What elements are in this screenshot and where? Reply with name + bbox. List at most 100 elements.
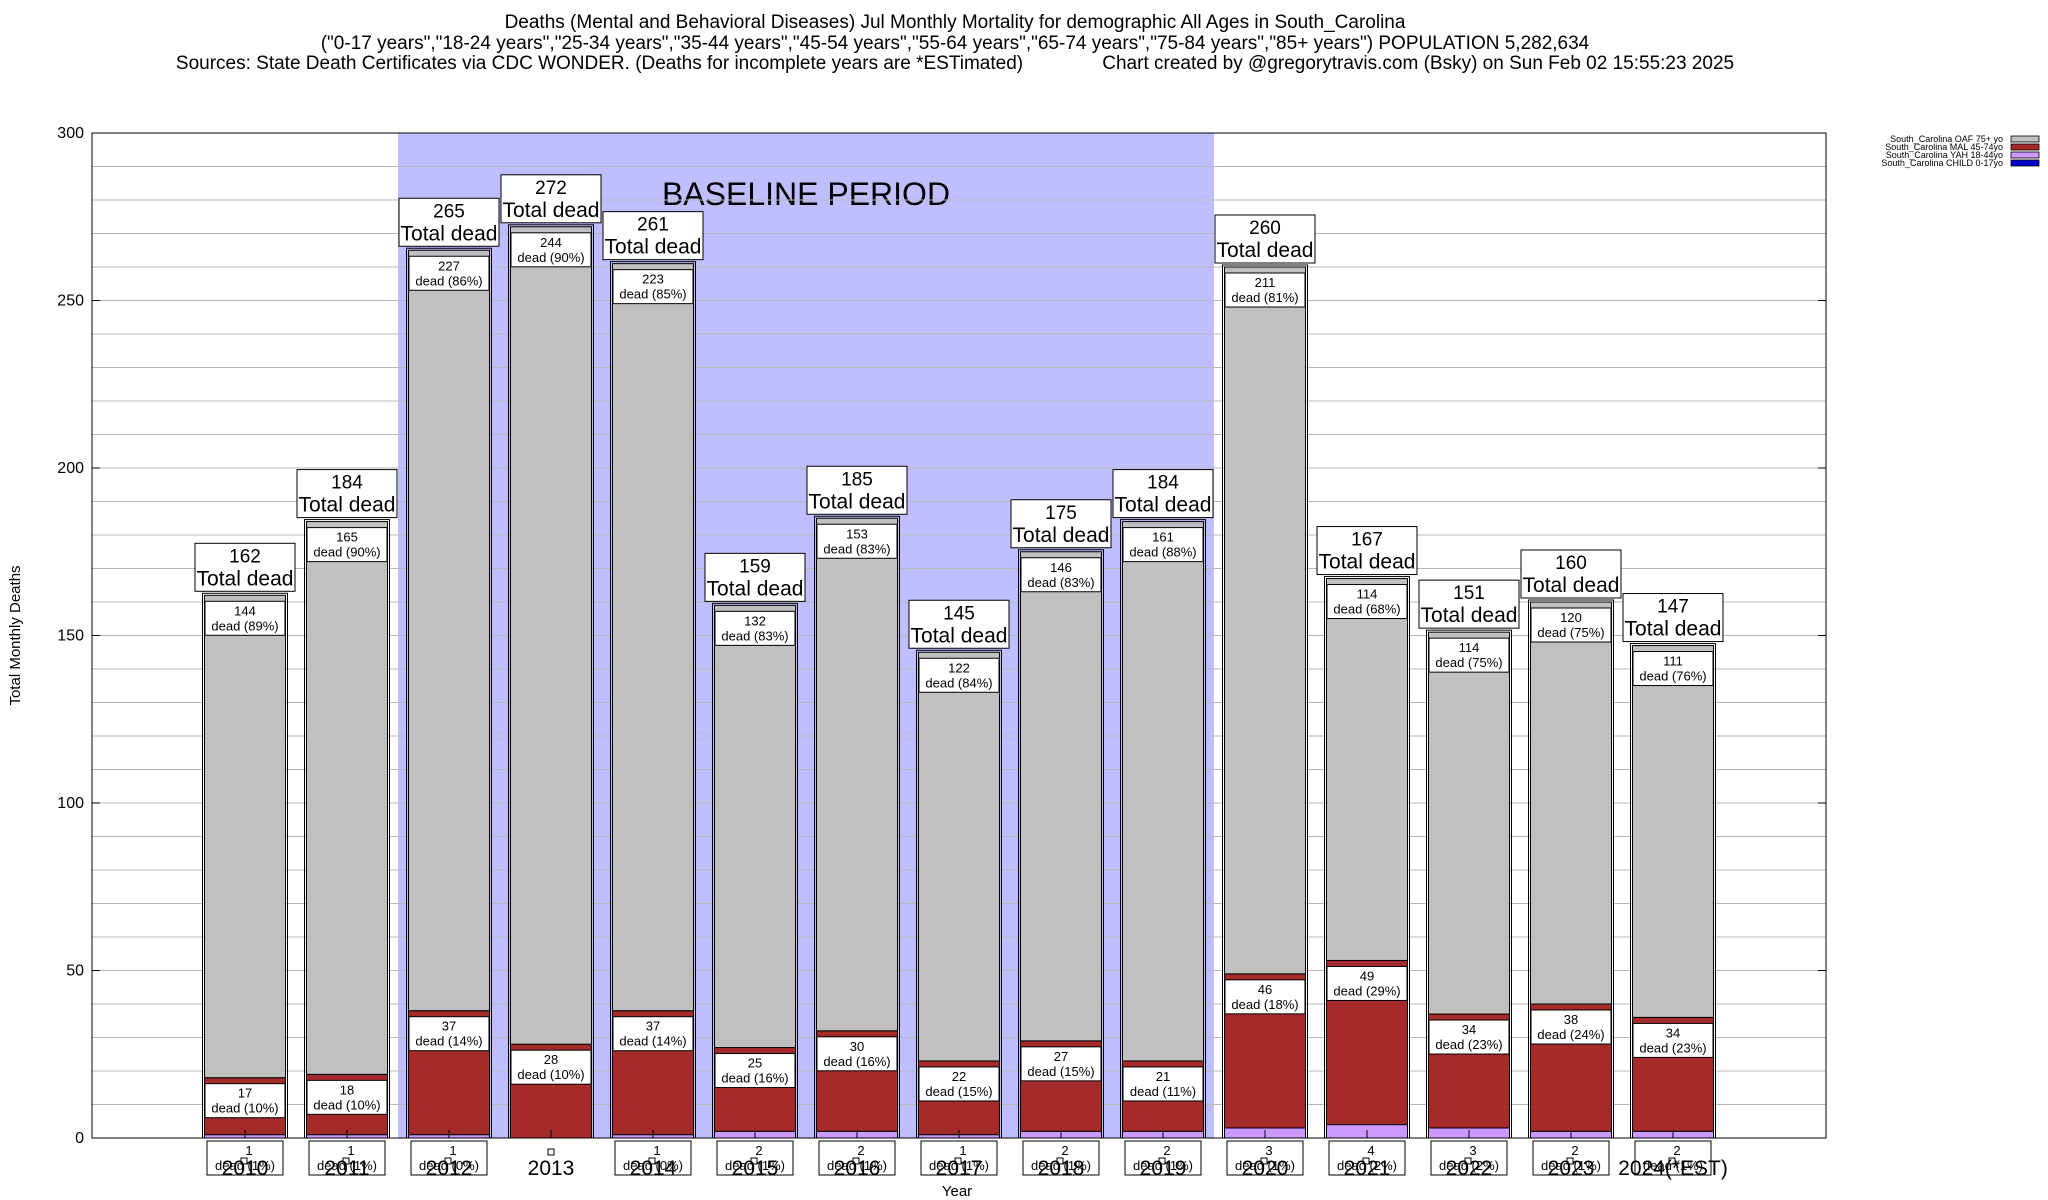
segment-value: 165 bbox=[336, 530, 358, 545]
bar-segment bbox=[1530, 601, 1612, 1005]
bar-segment bbox=[612, 263, 694, 1012]
child-marker bbox=[954, 1157, 962, 1165]
child-marker bbox=[1056, 1157, 1064, 1165]
total-label: Total dead bbox=[809, 490, 906, 513]
segment-label-box bbox=[612, 269, 694, 305]
segment-value: 1 bbox=[959, 1143, 966, 1158]
segment-percent: dead (29%) bbox=[1333, 983, 1400, 998]
x-tick-label: 2012 bbox=[426, 1157, 473, 1180]
segment-label-box bbox=[408, 255, 490, 291]
total-box bbox=[908, 599, 1010, 649]
total-value: 261 bbox=[637, 215, 669, 236]
x-tick-label: 2021 bbox=[1344, 1157, 1391, 1180]
segment-value: 2 bbox=[1673, 1143, 1680, 1158]
segment-value: 122 bbox=[948, 660, 970, 675]
segment-percent: dead (88%) bbox=[1129, 545, 1196, 560]
segment-percent: dead (75%) bbox=[1435, 655, 1502, 670]
y-tick-label: 0 bbox=[75, 1130, 84, 1147]
bar-segment bbox=[1326, 578, 1408, 961]
total-value: 265 bbox=[433, 201, 465, 222]
segment-percent: dead (85%) bbox=[619, 287, 686, 302]
legend-swatch bbox=[2010, 135, 2040, 143]
segment-percent: dead (24%) bbox=[1537, 1027, 1604, 1042]
total-box bbox=[602, 211, 704, 261]
total-box bbox=[296, 469, 398, 519]
segment-label-box bbox=[1020, 557, 1102, 593]
segment-value: 3 bbox=[1469, 1143, 1476, 1158]
y-tick-label: 200 bbox=[57, 460, 84, 477]
segment-percent: dead (1%) bbox=[317, 1158, 377, 1173]
segment-value: 146 bbox=[1050, 560, 1072, 575]
child-marker bbox=[547, 1148, 555, 1156]
segment-value: 244 bbox=[540, 235, 562, 250]
total-label: Total dead bbox=[1115, 494, 1212, 517]
total-box bbox=[1112, 469, 1214, 519]
y-tick-label: 300 bbox=[57, 125, 84, 142]
segment-percent: dead (83%) bbox=[721, 628, 788, 643]
y-axis-title: Total Monthly Deaths bbox=[7, 565, 24, 705]
segment-value: 37 bbox=[646, 1019, 660, 1034]
total-label: Total dead bbox=[503, 199, 600, 222]
segment-label-box bbox=[408, 1016, 490, 1052]
segment-label-box bbox=[1428, 1019, 1510, 1055]
segment-value: 1 bbox=[347, 1143, 354, 1158]
segment-label-box bbox=[1632, 1022, 1714, 1058]
total-value: 260 bbox=[1249, 218, 1281, 239]
segment-percent: dead (1%) bbox=[1541, 1158, 1601, 1173]
total-value: 175 bbox=[1045, 503, 1077, 524]
legend-swatch bbox=[2010, 151, 2040, 159]
child-marker bbox=[1464, 1157, 1472, 1165]
segment-label-box bbox=[1530, 607, 1612, 643]
x-tick-label: 2013 bbox=[528, 1157, 575, 1180]
segment-label-box bbox=[1122, 1066, 1204, 1102]
segment-percent: dead (16%) bbox=[823, 1054, 890, 1069]
y-tick-label: 250 bbox=[57, 293, 84, 310]
segment-percent: dead (1%) bbox=[1031, 1158, 1091, 1173]
segment-percent: dead (0%) bbox=[623, 1158, 683, 1173]
total-value: 184 bbox=[1147, 473, 1179, 494]
total-box bbox=[1214, 214, 1316, 264]
axes: 0 50 100 150 200 250 300 2010 2011 2012 2013 2014 20… bbox=[7, 125, 1827, 1200]
x-tick-label: 2016 bbox=[834, 1157, 881, 1180]
segment-label-box bbox=[1224, 979, 1306, 1015]
segment-percent: dead (76%) bbox=[1639, 669, 1706, 684]
segment-percent: dead (2%) bbox=[1337, 1158, 1397, 1173]
segment-label-box bbox=[204, 1083, 286, 1119]
segment-label-box bbox=[816, 523, 898, 559]
segment-percent: dead (10%) bbox=[211, 1101, 278, 1116]
total-label: Total dead bbox=[1625, 618, 1722, 641]
y-tick-label: 150 bbox=[57, 628, 84, 645]
segment-percent: dead (68%) bbox=[1333, 602, 1400, 617]
segment-percent: dead (90%) bbox=[517, 250, 584, 265]
total-box bbox=[1316, 526, 1418, 576]
segment-label-box bbox=[816, 1036, 898, 1072]
y-tick-label: 50 bbox=[66, 963, 84, 980]
x-tick-label: 2017 bbox=[936, 1157, 983, 1180]
segment-value: 1 bbox=[449, 1143, 456, 1158]
bar-segment bbox=[816, 517, 898, 1032]
segment-label-box bbox=[918, 657, 1000, 693]
segment-percent: dead (14%) bbox=[619, 1034, 686, 1049]
segment-value: 132 bbox=[744, 613, 766, 628]
segment-percent: dead (14%) bbox=[415, 1034, 482, 1049]
segment-value: 34 bbox=[1462, 1022, 1476, 1037]
bar-segment bbox=[510, 226, 592, 1045]
legend-swatch bbox=[2010, 159, 2040, 167]
total-box bbox=[704, 552, 806, 602]
child-marker bbox=[1362, 1157, 1370, 1165]
total-value: 272 bbox=[535, 178, 567, 199]
bar-segment bbox=[204, 594, 286, 1079]
total-value: 185 bbox=[841, 469, 873, 490]
legend-entry-label: South_Carolina MAL 45-74yo bbox=[1885, 142, 2003, 152]
bar-segment bbox=[1122, 521, 1204, 1062]
segment-label-box bbox=[714, 1053, 796, 1089]
legend-entry-label: South_Carolina YAH 18-44yo bbox=[1886, 150, 2003, 160]
x-tick-label: 2011 bbox=[324, 1157, 369, 1180]
segment-percent: dead (1%) bbox=[1235, 1158, 1295, 1173]
bar-segment bbox=[306, 521, 388, 1075]
x-tick-label: 2023 bbox=[1548, 1157, 1595, 1180]
total-value: 162 bbox=[229, 546, 261, 567]
segment-percent: dead (84%) bbox=[925, 675, 992, 690]
segment-percent: dead (23%) bbox=[1435, 1037, 1502, 1052]
total-label: Total dead bbox=[1421, 604, 1518, 627]
